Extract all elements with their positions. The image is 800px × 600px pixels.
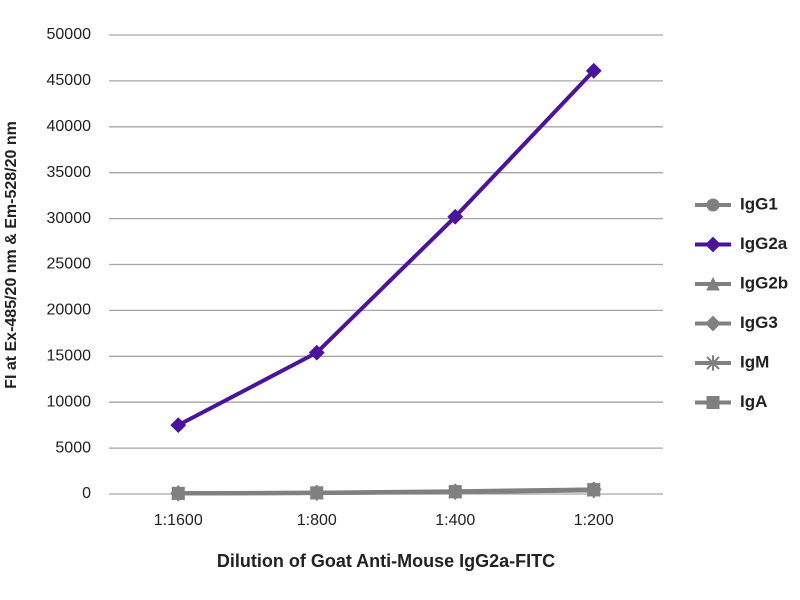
x-axis-label: Dilution of Goat Anti-Mouse IgG2a-FITC bbox=[217, 551, 555, 571]
legend-marker bbox=[705, 315, 721, 332]
y-tick-label: 25000 bbox=[47, 256, 92, 273]
legend-marker bbox=[706, 396, 720, 409]
legend-label: IgG2a bbox=[740, 234, 788, 253]
y-axis-label: FI at Ex-485/20 nm & Em-528/20 nm bbox=[3, 121, 20, 389]
y-tick-label: 30000 bbox=[47, 210, 92, 227]
data-marker bbox=[447, 208, 464, 225]
series-line bbox=[178, 487, 594, 496]
legend-marker bbox=[705, 236, 721, 253]
series-line bbox=[177, 69, 596, 427]
y-tick-label: 50000 bbox=[47, 26, 92, 43]
y-tick-label: 45000 bbox=[47, 72, 92, 89]
legend-marker bbox=[706, 198, 720, 212]
y-tick-label: 5000 bbox=[55, 439, 91, 456]
data-marker bbox=[308, 344, 325, 361]
y-tick-label: 10000 bbox=[47, 393, 92, 410]
legend-label: IgG1 bbox=[740, 194, 778, 213]
x-tick-label: 1:800 bbox=[297, 512, 337, 529]
x-tick-label: 1:200 bbox=[574, 512, 614, 529]
legend-label: IgA bbox=[740, 392, 767, 411]
y-tick-label: 0 bbox=[82, 485, 91, 502]
data-marker bbox=[170, 417, 187, 434]
y-tick-label: 35000 bbox=[47, 164, 92, 181]
legend-marker bbox=[706, 355, 720, 371]
legend-label: IgG3 bbox=[740, 313, 778, 332]
data-marker bbox=[171, 486, 185, 500]
legend-label: IgM bbox=[740, 352, 769, 371]
y-tick-label: 15000 bbox=[47, 348, 92, 365]
data-marker bbox=[585, 62, 602, 79]
legend-label: IgG2b bbox=[740, 273, 788, 292]
x-tick-label: 1:400 bbox=[435, 512, 475, 529]
y-tick-label: 20000 bbox=[47, 302, 92, 319]
data-marker bbox=[587, 483, 601, 497]
x-tick-label: 1:1600 bbox=[154, 512, 203, 529]
y-tick-label: 40000 bbox=[47, 118, 92, 135]
legend-marker bbox=[706, 276, 720, 291]
data-marker bbox=[448, 485, 462, 499]
data-marker bbox=[310, 486, 324, 500]
